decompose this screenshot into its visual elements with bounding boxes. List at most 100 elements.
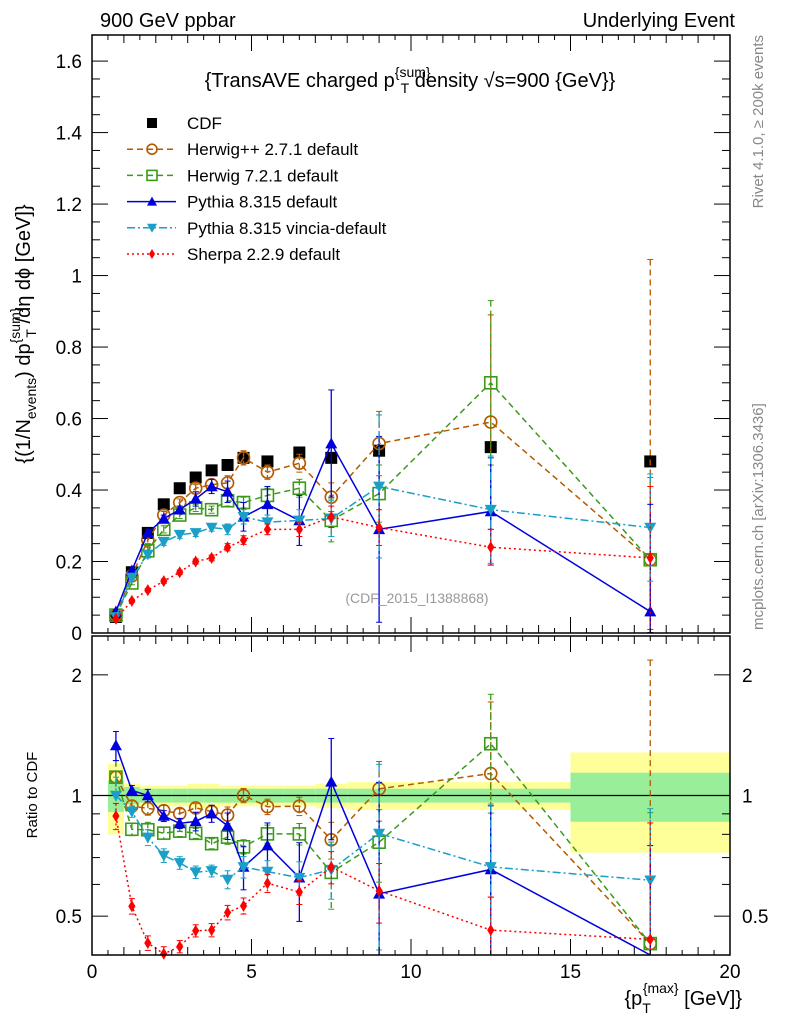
ratio-y-axis-label: Ratio to CDF bbox=[24, 752, 41, 839]
data-point bbox=[644, 875, 657, 887]
y-tick-label: 0.8 bbox=[56, 338, 82, 359]
data-point bbox=[484, 862, 497, 873]
data-point bbox=[141, 526, 154, 538]
data-point bbox=[487, 541, 495, 554]
data-point bbox=[223, 906, 232, 919]
data-point bbox=[204, 836, 219, 851]
series-line bbox=[115, 742, 651, 945]
data-point bbox=[263, 523, 272, 536]
x-tick-label: 10 bbox=[400, 962, 421, 983]
legend-label: Sherpa 2.2.9 default bbox=[187, 245, 340, 264]
legend-label: Herwig++ 2.7.1 default bbox=[187, 140, 358, 159]
mcplots-label: mcplots.cern.ch [arXiv:1306.3436] bbox=[750, 403, 767, 630]
data-point bbox=[205, 522, 218, 534]
y-tick-label: 0 bbox=[71, 624, 82, 645]
data-point bbox=[261, 498, 274, 510]
data-point bbox=[157, 498, 170, 511]
data-point bbox=[293, 515, 306, 527]
data-point bbox=[157, 537, 170, 548]
series-sherpa-2-2-9-default-ratio bbox=[112, 802, 654, 960]
y-tick-label: 1.6 bbox=[56, 52, 82, 73]
data-point bbox=[221, 459, 234, 472]
x-axis-label: {pT{max} [GeV]} bbox=[624, 980, 742, 1016]
y-tick-label: 1.2 bbox=[56, 195, 82, 216]
data-point bbox=[173, 817, 186, 829]
analysis-watermark: (CDF_2015_I1388868) bbox=[345, 590, 488, 606]
data-point bbox=[487, 924, 495, 937]
data-point bbox=[261, 455, 274, 468]
data-point bbox=[128, 594, 136, 607]
data-point bbox=[327, 860, 335, 873]
legend-marker bbox=[147, 196, 157, 206]
data-point bbox=[112, 612, 120, 625]
data-point bbox=[144, 584, 152, 597]
data-point bbox=[221, 524, 234, 536]
data-point bbox=[144, 936, 152, 949]
data-point bbox=[292, 481, 307, 496]
ratio-y-tick-label-right: 2 bbox=[742, 666, 753, 687]
legend-label: Pythia 8.315 default bbox=[187, 193, 338, 212]
header-left: 900 GeV ppbar bbox=[100, 10, 236, 32]
data-point bbox=[483, 375, 498, 390]
data-point bbox=[205, 866, 218, 877]
data-point bbox=[261, 517, 274, 529]
data-point bbox=[237, 862, 250, 873]
x-tick-label: 15 bbox=[560, 962, 581, 983]
data-point bbox=[173, 529, 186, 541]
data-point bbox=[325, 437, 338, 449]
data-point bbox=[236, 451, 251, 465]
data-point bbox=[204, 502, 219, 517]
data-point bbox=[644, 605, 657, 617]
data-point bbox=[325, 775, 338, 787]
data-point bbox=[375, 884, 383, 897]
data-point bbox=[192, 555, 200, 568]
y-tick-label: 1 bbox=[71, 267, 82, 288]
data-point bbox=[373, 828, 386, 840]
legend: CDF Herwig++ 2.7.1 default Herwig 7.2.1 de… bbox=[127, 114, 387, 264]
legend-marker bbox=[149, 249, 155, 259]
data-point bbox=[160, 575, 168, 588]
data-point bbox=[208, 924, 216, 937]
data-point bbox=[125, 784, 138, 796]
data-point bbox=[189, 471, 202, 484]
ratio-y-tick-label-right: 1 bbox=[742, 787, 753, 808]
x-tick-label: 20 bbox=[719, 962, 740, 983]
data-point bbox=[292, 799, 307, 813]
data-point bbox=[157, 512, 170, 524]
data-point bbox=[141, 832, 154, 844]
data-point bbox=[483, 736, 498, 751]
series-line bbox=[115, 745, 651, 956]
ratio-y-tick-label-right: 0.5 bbox=[742, 907, 768, 928]
ratio-uncertainty-bands bbox=[92, 752, 730, 853]
legend-label: Herwig 7.2.1 default bbox=[187, 166, 338, 185]
data-point bbox=[189, 815, 202, 827]
data-point bbox=[189, 492, 202, 504]
legend-marker bbox=[147, 118, 157, 128]
data-point bbox=[223, 541, 232, 554]
data-point bbox=[205, 464, 218, 477]
legend-item-pythia-8-315-default: Pythia 8.315 default bbox=[127, 193, 338, 212]
data-point bbox=[373, 481, 386, 493]
ratio-y-tick-label: 2 bbox=[71, 666, 82, 687]
data-point bbox=[125, 572, 138, 584]
legend-item-cdf: CDF bbox=[147, 114, 222, 133]
data-point bbox=[141, 549, 154, 561]
data-point bbox=[128, 900, 136, 913]
legend-item-pythia-8-315-vincia-default: Pythia 8.315 vincia-default bbox=[127, 219, 387, 238]
data-point bbox=[157, 810, 170, 821]
data-point bbox=[205, 807, 218, 819]
data-point bbox=[173, 503, 186, 515]
data-point bbox=[125, 806, 138, 818]
legend-marker bbox=[147, 223, 157, 233]
data-point bbox=[189, 528, 202, 539]
legend-item-herwig-2-7-1-default: Herwig++ 2.7.1 default bbox=[127, 140, 358, 159]
data-point bbox=[157, 850, 170, 862]
data-point bbox=[295, 523, 303, 536]
ratio-y-tick-label: 1 bbox=[71, 787, 82, 808]
data-point bbox=[646, 551, 654, 564]
data-point bbox=[173, 858, 186, 869]
data-point bbox=[295, 886, 303, 899]
data-point bbox=[205, 480, 218, 492]
x-tick-label: 5 bbox=[246, 962, 257, 983]
